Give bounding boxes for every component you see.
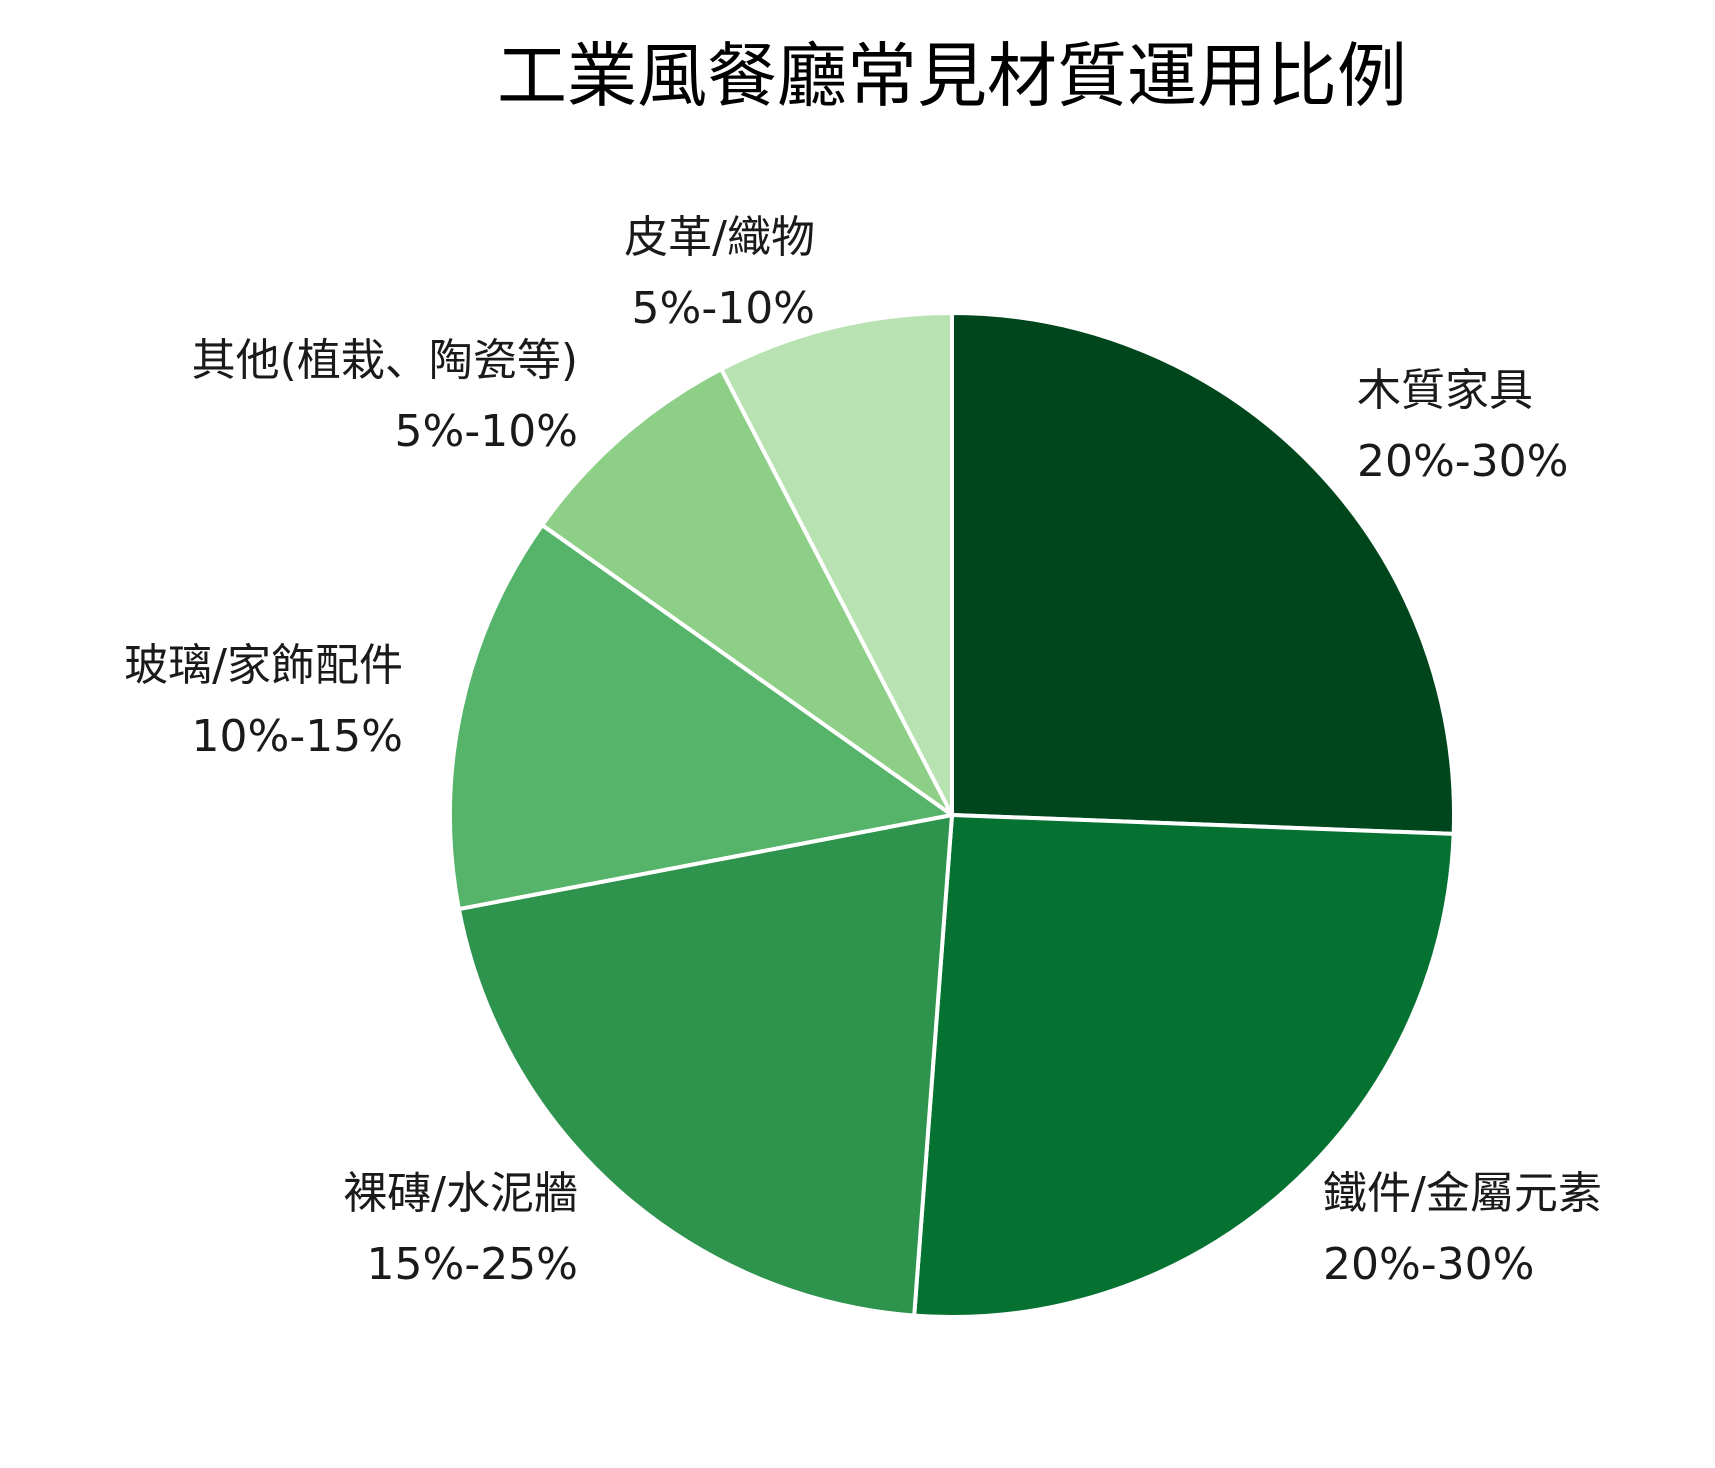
slice-range-label-4: 10%-15% xyxy=(192,711,403,762)
slice-label-4: 玻璃/家飾配件 xyxy=(124,640,403,691)
pie-slice-3 xyxy=(456,813,954,1318)
pie-slice-4 xyxy=(448,523,954,912)
slice-label-3: 裸磚/水泥牆 xyxy=(343,1168,578,1219)
slice-label-6: 皮革/織物 xyxy=(624,212,815,263)
slice-labels: 木質家具 20%-30% 鐵件/金屬元素 20%-30% 裸磚/水泥牆 15%-25% 玻璃… xyxy=(124,212,1602,1290)
pie-slice-1 xyxy=(950,311,1456,836)
slice-label-5: 其他(植栽、陶瓷等) xyxy=(192,335,578,386)
slice-range-label-1: 20%-30% xyxy=(1357,436,1568,487)
slice-range-label-6: 5%-10% xyxy=(632,283,815,334)
slice-range-label-2: 20%-30% xyxy=(1323,1239,1534,1290)
slice-range-label-3: 15%-25% xyxy=(367,1239,578,1290)
chart-title: 工業風餐廳常見材質運用比例 xyxy=(497,35,1407,117)
slice-label-1: 木質家具 xyxy=(1357,365,1533,416)
pie-slice-5 xyxy=(540,367,954,817)
pie-slices xyxy=(448,311,1456,1319)
slice-label-2: 鐵件/金屬元素 xyxy=(1323,1168,1602,1219)
slice-range-label-5: 5%-10% xyxy=(395,406,578,457)
pie-slice-2 xyxy=(912,813,1456,1319)
pie-slice-6 xyxy=(719,311,954,817)
